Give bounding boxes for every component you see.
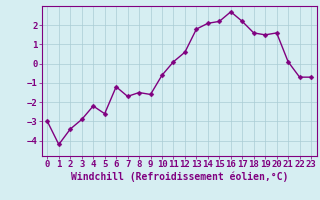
X-axis label: Windchill (Refroidissement éolien,°C): Windchill (Refroidissement éolien,°C) (70, 172, 288, 182)
